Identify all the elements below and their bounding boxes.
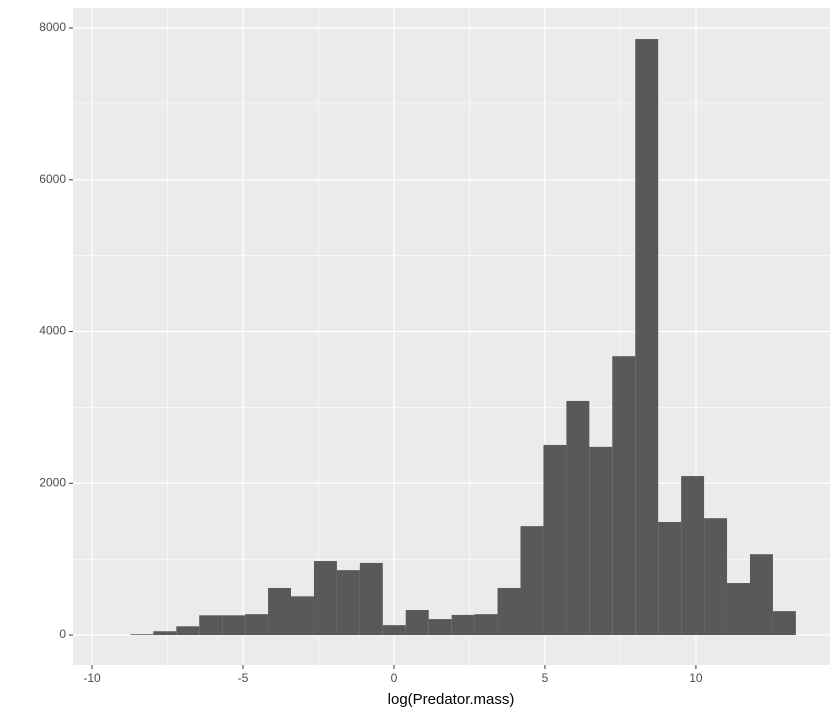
bar: [130, 634, 154, 636]
y-tick-label: 8000: [39, 20, 66, 34]
bar: [474, 614, 498, 636]
x-tick-label: 0: [391, 671, 398, 685]
bar: [635, 39, 659, 636]
y-tick-label: 0: [59, 627, 66, 641]
y-tick-label: 6000: [39, 172, 66, 186]
bar: [336, 570, 360, 636]
bar: [727, 583, 750, 636]
bar: [428, 619, 452, 636]
bar: [520, 526, 544, 636]
x-tick-label: -10: [83, 671, 101, 685]
bar: [543, 444, 567, 636]
x-tick-label: 10: [689, 671, 703, 685]
bar: [199, 615, 223, 636]
bar: [153, 631, 177, 636]
bar: [245, 614, 269, 636]
bar: [704, 518, 728, 636]
x-tick-label: 5: [542, 671, 549, 685]
bar: [405, 609, 429, 636]
y-tick-label: 4000: [39, 324, 66, 338]
bar: [658, 521, 682, 636]
bar: [313, 561, 337, 636]
bar: [566, 400, 590, 636]
bar: [382, 625, 406, 636]
x-tick-label: -5: [238, 671, 249, 685]
bar: [612, 356, 636, 636]
bar: [497, 587, 521, 636]
bars: [130, 39, 796, 636]
x-axis-title: log(Predator.mass): [388, 691, 515, 708]
y-tick-label: 2000: [39, 475, 66, 489]
bar: [359, 562, 383, 636]
bar: [291, 596, 314, 636]
bar: [268, 587, 292, 636]
bar: [681, 476, 705, 636]
bar: [176, 626, 200, 636]
bar: [589, 446, 613, 636]
bar: [222, 615, 246, 636]
bar: [451, 614, 475, 636]
bar: [772, 611, 796, 636]
bar: [749, 554, 773, 636]
